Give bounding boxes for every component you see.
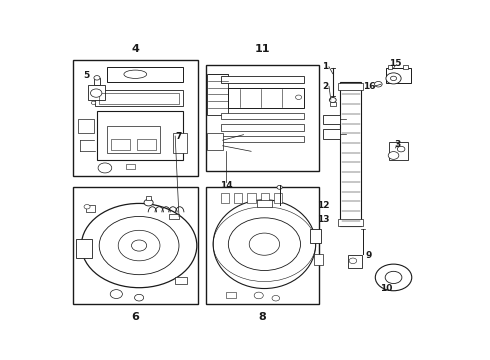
Text: 12: 12 [317, 201, 330, 210]
Ellipse shape [213, 200, 316, 288]
Circle shape [228, 218, 300, 270]
Ellipse shape [124, 70, 147, 78]
Circle shape [91, 101, 96, 104]
Bar [330, 102, 336, 105]
Bar [206, 187, 319, 304]
Bar [403, 64, 408, 69]
Text: 5: 5 [83, 71, 89, 80]
Bar [173, 133, 187, 153]
Bar [126, 164, 135, 169]
Text: 11: 11 [255, 44, 270, 54]
Text: 2: 2 [322, 82, 328, 91]
Bar [146, 197, 151, 200]
Circle shape [81, 203, 197, 288]
Bar [107, 67, 183, 82]
Bar [207, 74, 228, 115]
Circle shape [98, 163, 112, 173]
Text: 8: 8 [259, 312, 267, 322]
Bar [207, 133, 222, 150]
Text: 13: 13 [317, 215, 330, 224]
Bar [339, 219, 363, 226]
Bar [73, 187, 198, 304]
Bar [323, 129, 341, 139]
Circle shape [135, 294, 144, 301]
Bar [247, 193, 256, 203]
Bar [206, 66, 319, 171]
Circle shape [94, 76, 100, 80]
Bar [220, 125, 304, 131]
Text: 3: 3 [394, 140, 400, 149]
Bar [220, 76, 304, 84]
Circle shape [386, 73, 401, 84]
Circle shape [397, 146, 405, 152]
Bar [348, 255, 362, 268]
Bar [78, 120, 94, 133]
Circle shape [91, 89, 102, 97]
Text: 4: 4 [131, 44, 139, 54]
Circle shape [329, 98, 336, 103]
Circle shape [391, 76, 396, 81]
Circle shape [374, 81, 382, 87]
Circle shape [277, 185, 282, 189]
Bar [111, 139, 129, 150]
Bar [386, 68, 411, 84]
Bar [107, 126, 160, 153]
Circle shape [144, 199, 153, 206]
Bar [339, 84, 363, 90]
Circle shape [84, 204, 90, 209]
Bar [94, 78, 100, 85]
Circle shape [249, 233, 280, 255]
Bar [226, 292, 236, 298]
Bar [99, 93, 179, 104]
Bar [228, 87, 304, 108]
Bar [310, 229, 321, 243]
Circle shape [388, 152, 399, 159]
Bar [323, 115, 341, 123]
Bar [73, 60, 198, 176]
Circle shape [385, 271, 402, 284]
Bar [96, 90, 183, 105]
Bar [86, 205, 96, 212]
Circle shape [110, 290, 122, 298]
Circle shape [375, 264, 412, 291]
Text: 16: 16 [363, 82, 375, 91]
Bar [137, 139, 156, 150]
Bar [388, 64, 392, 69]
Circle shape [254, 292, 263, 299]
Bar [76, 239, 92, 258]
Circle shape [349, 258, 357, 264]
Bar [220, 135, 304, 141]
Bar [261, 193, 269, 203]
Circle shape [295, 95, 302, 99]
Text: 9: 9 [366, 251, 372, 260]
Text: 15: 15 [389, 59, 402, 68]
Bar [341, 82, 361, 226]
Bar [274, 193, 282, 203]
Bar [170, 214, 179, 219]
Text: 10: 10 [380, 284, 392, 293]
Text: 1: 1 [322, 62, 328, 71]
Bar [257, 200, 272, 207]
Bar [234, 193, 243, 203]
Bar [98, 111, 183, 159]
Circle shape [118, 230, 160, 261]
Bar [314, 254, 323, 265]
Circle shape [272, 296, 280, 301]
Text: 7: 7 [176, 131, 182, 140]
Text: 14: 14 [220, 181, 233, 190]
Bar [175, 278, 187, 284]
Bar [220, 113, 304, 120]
Circle shape [99, 216, 179, 275]
Bar [88, 85, 105, 100]
Text: 6: 6 [131, 312, 139, 322]
Bar [389, 141, 408, 159]
Bar [220, 193, 229, 203]
